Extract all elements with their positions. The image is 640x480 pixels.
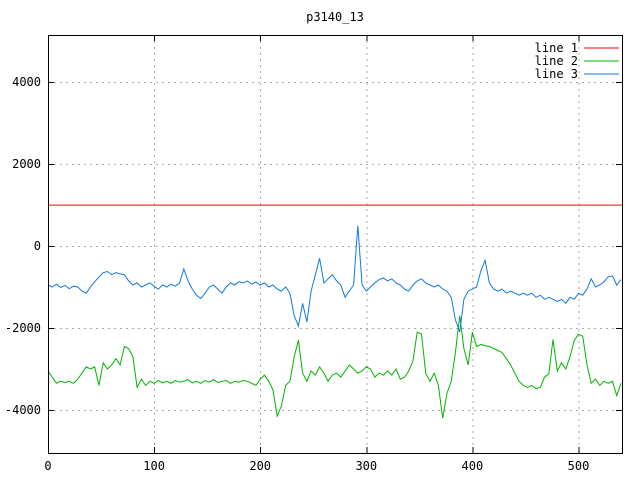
y-axis-tick-label: 2000: [12, 157, 41, 171]
legend-label-line-2: line 2: [535, 54, 578, 68]
axis-labels: -4000 -2000 0 2000 4000 0 100 200 300 400 500: [5, 75, 589, 473]
x-axis-tick-label: 400: [462, 459, 484, 473]
x-axis-tick-label: 100: [143, 459, 165, 473]
legend-label-line-1: line 1: [535, 41, 578, 55]
plot-title: p3140_13: [306, 10, 364, 24]
series-line-2: [47, 315, 622, 419]
legend-label-line-3: line 3: [535, 67, 578, 81]
x-axis-tick-label: 500: [568, 459, 590, 473]
series-line-3: [47, 225, 622, 333]
y-axis-tick-label: -4000: [5, 403, 41, 417]
x-axis-tick-label: 200: [249, 459, 271, 473]
x-axis-tick-label: 0: [44, 459, 51, 473]
plot-border: [48, 35, 623, 454]
y-axis-tick-label: 4000: [12, 75, 41, 89]
x-axis-tick-label: 300: [355, 459, 377, 473]
y-axis-tick-label: 0: [34, 239, 41, 253]
y-axis-tick-label: -2000: [5, 321, 41, 335]
